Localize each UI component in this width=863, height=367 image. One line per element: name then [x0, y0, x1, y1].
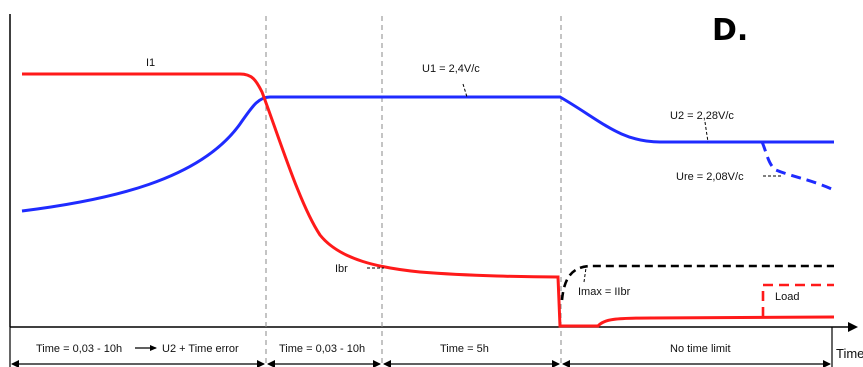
imax-leader: [583, 267, 587, 283]
load-curve: [761, 283, 834, 317]
ure-curve: [760, 141, 835, 192]
imax-label: Imax = IIbr: [578, 286, 631, 298]
ibr-label: Ibr: [335, 263, 348, 275]
u2-leader: [704, 121, 709, 143]
corner-letter: D.: [712, 13, 748, 48]
u1-label: U1 = 2,4V/c: [422, 63, 480, 75]
x-axis-arrow-icon: [848, 322, 858, 332]
phase-2-label: Time = 0,03 - 10h: [279, 343, 365, 355]
phase-1-label: Time = 0,03 - 10h: [36, 343, 122, 355]
voltage-curve: [21, 95, 834, 213]
load-label: Load: [775, 291, 799, 303]
phase-3-label: Time = 5h: [440, 343, 489, 355]
u2-label: U2 = 2,28V/c: [670, 110, 734, 122]
i1-label: I1: [146, 57, 155, 69]
phase-1-label-cont: U2 + Time error: [162, 343, 239, 355]
current-curve: [22, 72, 835, 328]
phase-4-label: No time limit: [670, 343, 731, 355]
u1-leader: [462, 83, 468, 98]
imax-curve: [560, 264, 834, 301]
ure-label: Ure = 2,08V/c: [676, 171, 744, 183]
x-axis-label: Time: [836, 346, 863, 361]
